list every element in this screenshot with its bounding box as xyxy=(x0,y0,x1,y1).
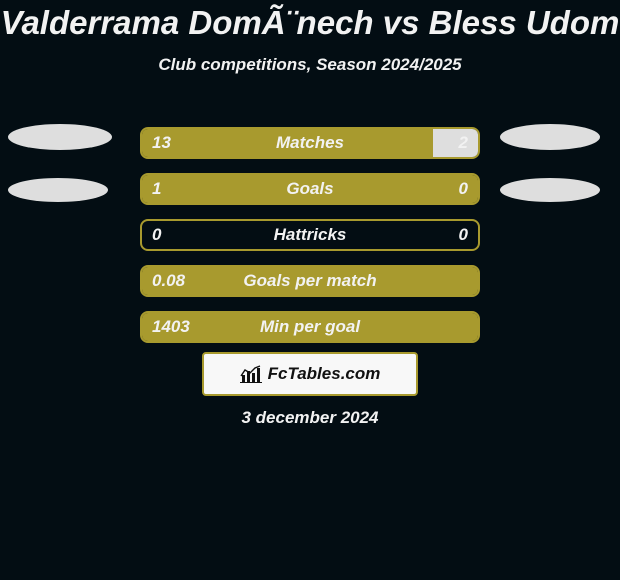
chart-icon xyxy=(240,365,262,383)
metric-row: Hattricks00 xyxy=(0,212,620,258)
metric-bar-track xyxy=(140,311,480,343)
attribution-brand: FcTables.com xyxy=(268,364,381,384)
comparison-infographic: Valderrama DomÃ¨nech vs Bless Udom Club … xyxy=(0,0,620,580)
page-title: Valderrama DomÃ¨nech vs Bless Udom xyxy=(0,0,620,41)
attribution-box: FcTables.com xyxy=(202,352,418,396)
metric-bar-fill-p2 xyxy=(433,129,478,157)
metric-row: Matches132 xyxy=(0,120,620,166)
metric-bar-track xyxy=(140,265,480,297)
metric-bar-track xyxy=(140,173,480,205)
metrics-rows: Matches132Goals10Hattricks00Goals per ma… xyxy=(0,120,620,350)
metric-row: Goals10 xyxy=(0,166,620,212)
metric-bar-fill-p1 xyxy=(142,129,433,157)
date-line: 3 december 2024 xyxy=(0,408,620,428)
metric-row: Min per goal1403 xyxy=(0,304,620,350)
metric-bar-fill-p1 xyxy=(142,313,478,341)
metric-bar-track xyxy=(140,127,480,159)
metric-bar-track xyxy=(140,219,480,251)
metric-bar-fill-p1 xyxy=(142,267,478,295)
page-subtitle: Club competitions, Season 2024/2025 xyxy=(0,55,620,75)
metric-row: Goals per match0.08 xyxy=(0,258,620,304)
metric-bar-fill-p1 xyxy=(142,175,478,203)
